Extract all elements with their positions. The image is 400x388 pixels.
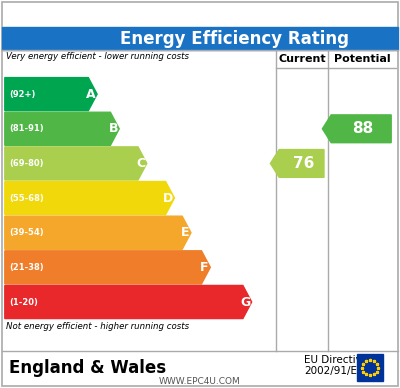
Text: WWW.EPC4U.COM: WWW.EPC4U.COM [159,376,241,386]
Polygon shape [5,251,210,284]
Text: (21-38): (21-38) [9,263,44,272]
Text: E: E [181,226,189,239]
Polygon shape [5,112,119,146]
Text: (39-54): (39-54) [9,228,44,237]
Polygon shape [5,286,252,319]
Text: (1-20): (1-20) [9,298,38,307]
Text: (55-68): (55-68) [9,194,44,203]
Polygon shape [5,216,191,249]
Polygon shape [270,149,324,177]
Text: (92+): (92+) [9,90,35,99]
Text: Potential: Potential [334,54,390,64]
Text: (69-80): (69-80) [9,159,43,168]
Text: B: B [108,122,118,135]
Bar [357,355,383,381]
Bar [2,27,398,50]
Text: Very energy efficient - lower running costs: Very energy efficient - lower running co… [6,52,189,61]
Text: A: A [86,88,96,100]
Text: Not energy efficient - higher running costs: Not energy efficient - higher running co… [6,322,189,331]
Text: C: C [136,157,145,170]
Text: 76: 76 [293,156,314,171]
Text: Energy Efficiency Rating: Energy Efficiency Rating [120,30,349,48]
Text: (81-91): (81-91) [9,124,44,133]
Text: 88: 88 [352,121,374,136]
Polygon shape [5,182,174,215]
Text: EU Directive
2002/91/EC: EU Directive 2002/91/EC [304,355,368,376]
Polygon shape [5,147,147,180]
Text: G: G [240,296,251,308]
Text: F: F [200,261,208,274]
Polygon shape [5,78,97,111]
Text: Current: Current [278,54,326,64]
Text: D: D [163,192,174,204]
Polygon shape [322,115,391,143]
Text: England & Wales: England & Wales [10,359,166,377]
